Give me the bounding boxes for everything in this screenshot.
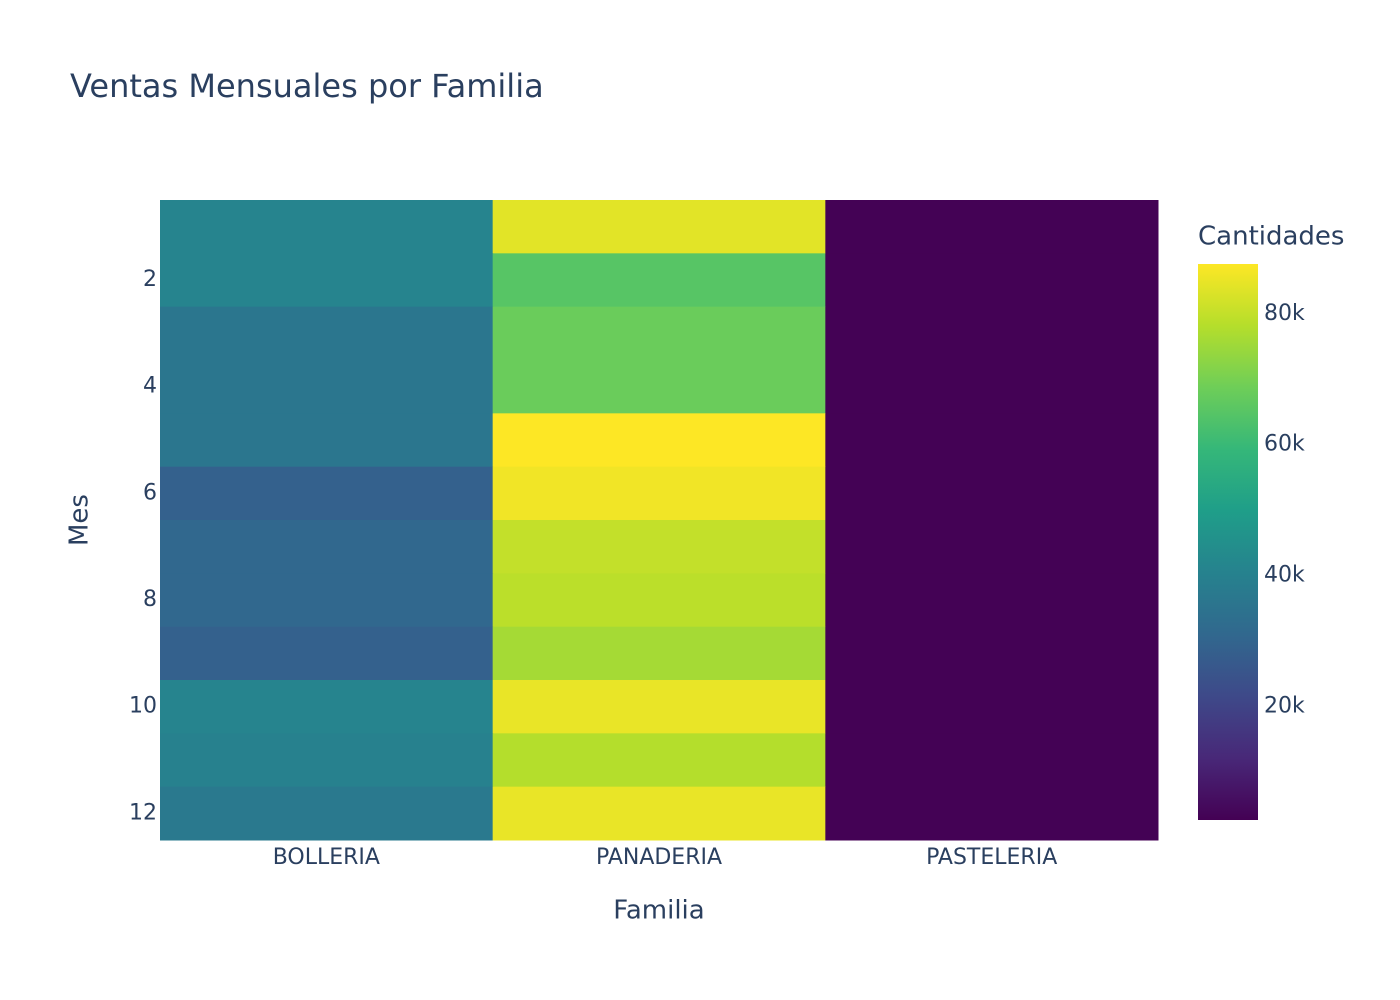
- heatmap-cell: [160, 786, 494, 841]
- heatmap-cell: [160, 413, 494, 468]
- y-tick-label: 10: [129, 694, 157, 719]
- heatmap-cell: [825, 786, 1159, 841]
- x-tick-label: PANADERIA: [596, 845, 722, 870]
- heatmap-cell: [825, 200, 1159, 254]
- heatmap-cell: [825, 306, 1159, 361]
- heatmap-cell: [825, 413, 1159, 468]
- heatmap-cell: [492, 520, 826, 574]
- heatmap-cell: [825, 520, 1159, 574]
- colorbar-tick-label: 40k: [1264, 563, 1305, 588]
- heatmap-cell: [160, 733, 494, 788]
- heatmap-cell: [825, 680, 1159, 734]
- heatmap-cell: [160, 626, 494, 681]
- heatmap-cell: [492, 626, 826, 681]
- heatmap-cell: [492, 573, 826, 628]
- colorbar-tick-label: 60k: [1264, 432, 1305, 457]
- colorbar-tick-label: 20k: [1264, 694, 1305, 719]
- heatmap-cell: [825, 466, 1159, 521]
- heatmap-cell: [492, 786, 826, 841]
- heatmap-cell: [492, 413, 826, 468]
- heatmap-cell: [160, 253, 494, 308]
- heatmap-cell: [492, 253, 826, 308]
- heatmap-cell: [492, 733, 826, 788]
- heatmap-cell: [825, 626, 1159, 681]
- heatmap-cell: [160, 360, 494, 414]
- y-tick-label: 12: [129, 800, 157, 825]
- heatmap-cell: [825, 733, 1159, 788]
- x-tick-label: PASTELERIA: [926, 845, 1057, 870]
- colorbar-tick-label: 80k: [1264, 301, 1305, 326]
- heatmap-cell: [825, 253, 1159, 308]
- heatmap-cell: [160, 306, 494, 361]
- heatmap-cell: [492, 200, 826, 254]
- chart-title: Ventas Mensuales por Familia: [70, 67, 544, 105]
- y-tick-label: 2: [143, 267, 157, 292]
- heatmap-cell: [160, 200, 494, 254]
- heatmap-cell: [160, 466, 494, 521]
- heatmap-cell: [825, 360, 1159, 414]
- y-tick-label: 8: [143, 587, 157, 612]
- colorbar: [1198, 264, 1258, 820]
- heatmap-cell: [492, 466, 826, 521]
- heatmap-cell: [825, 573, 1159, 628]
- heatmap-cell: [160, 573, 494, 628]
- heatmap-cell: [492, 306, 826, 361]
- heatmap-cell: [492, 360, 826, 414]
- heatmap-cell: [160, 680, 494, 734]
- heatmap-cell: [492, 680, 826, 734]
- heatmap-cell: [160, 520, 494, 574]
- colorbar-title: Cantidades: [1198, 222, 1344, 252]
- y-axis-label: Mes: [65, 494, 95, 546]
- x-tick-label: BOLLERIA: [273, 845, 380, 870]
- y-tick-label: 6: [143, 480, 157, 505]
- y-tick-label: 4: [143, 374, 157, 399]
- x-axis-label: Familia: [613, 896, 704, 926]
